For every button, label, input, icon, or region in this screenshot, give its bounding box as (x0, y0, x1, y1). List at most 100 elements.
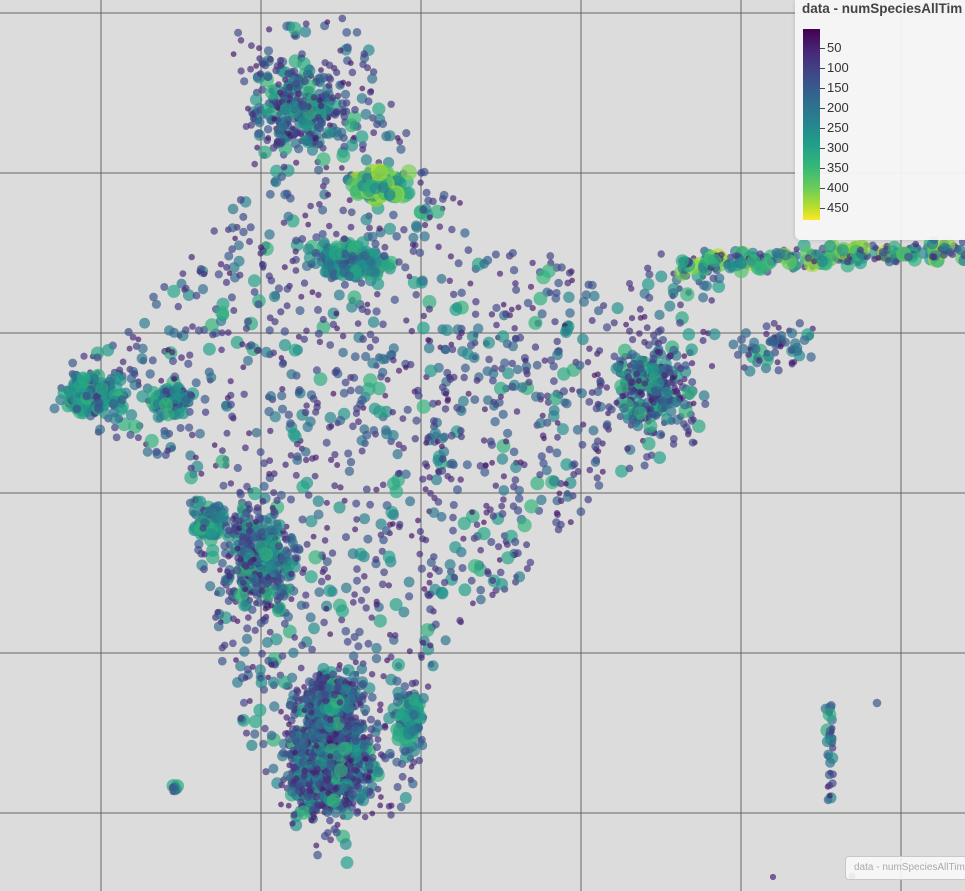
observation-point (259, 261, 267, 269)
observation-point (305, 221, 312, 228)
observation-point (360, 50, 368, 58)
observation-point (247, 274, 261, 288)
observation-point (655, 270, 668, 283)
observation-point (382, 550, 396, 564)
observation-point (661, 413, 673, 425)
observation-point (95, 424, 106, 435)
observation-point (249, 532, 260, 542)
observation-point (355, 418, 362, 426)
observation-point (517, 459, 524, 466)
observation-point (434, 566, 443, 575)
observation-point (457, 200, 463, 206)
observation-point (273, 519, 286, 532)
observation-point (304, 570, 318, 584)
observation-point (484, 570, 492, 578)
observation-point (296, 480, 310, 494)
observation-point (250, 288, 259, 296)
observation-point (359, 513, 370, 525)
observation-point (405, 592, 414, 601)
observation-point (317, 118, 326, 128)
observation-point (560, 326, 572, 338)
observation-point (312, 233, 321, 242)
observation-point (335, 604, 349, 618)
observation-point (278, 339, 292, 352)
observation-point (523, 298, 533, 308)
observation-point (417, 169, 426, 177)
observation-point (160, 429, 171, 440)
observation-point (435, 399, 442, 406)
observation-point (460, 535, 467, 542)
observation-point (680, 399, 690, 410)
observation-point (400, 226, 408, 234)
observation-point (395, 523, 403, 531)
observation-point (181, 395, 191, 405)
observation-point (298, 757, 308, 767)
observation-point (292, 79, 301, 88)
observation-point (473, 521, 481, 528)
observation-point (624, 373, 633, 381)
observation-point (402, 186, 416, 200)
observation-point (347, 290, 362, 305)
observation-point (271, 318, 279, 326)
observation-point (235, 660, 246, 672)
observation-point (554, 525, 563, 534)
observation-point (283, 285, 292, 293)
observation-point (428, 507, 440, 518)
observation-point (354, 642, 363, 651)
observation-point (408, 232, 419, 243)
observation-point (205, 581, 216, 592)
observation-point (206, 543, 220, 557)
observation-point (486, 437, 495, 446)
observation-point (234, 28, 243, 37)
observation-point (384, 657, 390, 664)
observation-point (358, 695, 367, 705)
observation-point (263, 125, 273, 134)
observation-point (532, 360, 542, 370)
observation-point (220, 541, 230, 551)
observation-point (274, 284, 283, 293)
observation-point (331, 482, 339, 490)
observation-point (129, 333, 137, 341)
observation-point (307, 144, 318, 156)
observation-point (366, 265, 378, 277)
observation-point (371, 336, 380, 344)
observation-point (137, 343, 148, 354)
observation-point (308, 622, 320, 635)
observation-point (226, 270, 233, 277)
observation-point (392, 449, 403, 460)
observation-point (246, 739, 258, 752)
observation-point (256, 45, 263, 52)
observation-point (348, 790, 358, 799)
observation-point (273, 496, 281, 504)
observation-point (681, 353, 688, 359)
observation-point (643, 419, 658, 433)
observation-point (700, 328, 707, 336)
observation-point (266, 470, 273, 477)
observation-point (396, 144, 406, 154)
observation-point (230, 51, 237, 57)
observation-point (265, 272, 273, 280)
observation-point (565, 308, 575, 318)
observation-point (347, 60, 354, 66)
observation-point (307, 202, 314, 210)
observation-point (330, 691, 339, 699)
observation-point (383, 222, 396, 235)
observation-point (269, 291, 281, 303)
observation-point (584, 359, 592, 366)
observation-point (298, 235, 307, 243)
observation-point (648, 397, 654, 403)
observation-point (325, 61, 334, 69)
observation-point (302, 243, 315, 255)
observation-point (419, 535, 427, 543)
observation-point (381, 131, 392, 142)
observation-point (447, 253, 454, 260)
observation-point (242, 324, 250, 333)
observation-point (158, 377, 165, 384)
observation-point (288, 596, 295, 603)
observation-point (577, 333, 589, 346)
observation-point (350, 352, 360, 362)
observation-point (371, 653, 382, 664)
observation-point (250, 583, 260, 593)
observation-point (112, 433, 121, 442)
